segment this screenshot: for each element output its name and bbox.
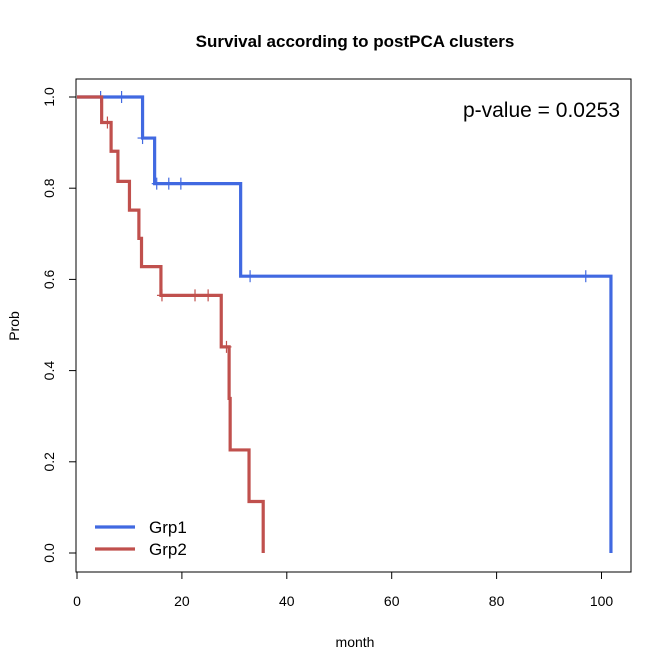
y-tick-label: 0.4: [41, 361, 57, 381]
x-axis: 0 20 40 60 80 100: [73, 571, 614, 609]
legend-label-grp1: Grp1: [149, 518, 187, 537]
x-axis-label: month: [336, 634, 375, 650]
series-grp1: [77, 91, 613, 553]
survival-curve-grp1: [77, 95, 613, 553]
x-tick-label: 60: [384, 593, 400, 609]
series-layer: [77, 91, 613, 553]
y-axis-label: Prob: [6, 311, 22, 341]
y-tick-label: 0.2: [41, 452, 57, 472]
p-value-annotation: p-value = 0.0253: [463, 99, 620, 122]
x-tick-label: 0: [73, 593, 81, 609]
y-axis: 0.0 0.2 0.4 0.6 0.8 1.0: [41, 87, 77, 563]
x-tick-label: 80: [489, 593, 505, 609]
y-tick-label: 0.0: [41, 543, 57, 563]
legend-label-grp2: Grp2: [149, 540, 187, 559]
x-tick-label: 20: [174, 593, 190, 609]
y-tick-label: 0.6: [41, 269, 57, 289]
x-tick-label: 100: [590, 593, 614, 609]
plot-frame: [75, 78, 632, 573]
survival-curve-grp2: [77, 95, 265, 553]
legend: Grp1 Grp2: [95, 518, 187, 559]
y-tick-label: 1.0: [41, 87, 57, 107]
x-tick-label: 40: [279, 593, 295, 609]
series-grp2: [77, 95, 265, 553]
y-tick-label: 0.8: [41, 178, 57, 198]
chart-title: Survival according to postPCA clusters: [196, 32, 515, 51]
